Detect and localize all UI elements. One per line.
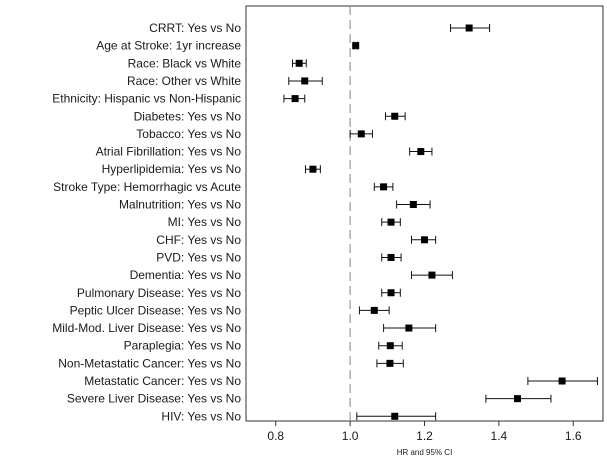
row-estimate (283, 94, 306, 103)
row-label: HIV: Yes vs No (161, 409, 241, 423)
row-label: Peptic Ulcer Disease: Yes vs No (70, 303, 242, 317)
row-label: Non-Metastatic Cancer: Yes vs No (58, 356, 241, 370)
hr-point (387, 253, 395, 261)
row-label: Atrial Fibrillation: Yes vs No (96, 145, 242, 159)
hr-point (370, 306, 378, 314)
row-estimate (381, 288, 401, 297)
row-label: Paraplegia: Yes vs No (124, 339, 242, 353)
x-tick-label: 0.8 (267, 429, 284, 443)
row-label: Age at Stroke: 1yr increase (96, 39, 241, 53)
row-estimate (358, 306, 390, 315)
row-label: CRRT: Yes vs No (149, 21, 241, 35)
x-tick-label: 1.0 (342, 429, 359, 443)
row-estimate (527, 377, 598, 385)
row-estimate (356, 412, 437, 421)
x-tick-label: 1.2 (416, 429, 433, 443)
row-estimate (352, 41, 360, 50)
row-label: Hyperlipidemia: Yes vs No (102, 162, 242, 176)
hr-point (513, 395, 521, 403)
hr-point (428, 271, 436, 279)
row-estimate (396, 200, 431, 209)
hr-point (409, 201, 417, 208)
hr-point (352, 42, 360, 50)
x-axis-label: HR and 95% CI (397, 448, 453, 457)
row-label: PVD: Yes vs No (156, 250, 241, 264)
hr-point (386, 359, 394, 367)
row-estimate (378, 341, 403, 350)
row-label: Metastatic Cancer: Yes vs No (84, 374, 241, 388)
hr-point (558, 377, 566, 385)
row-label: Ethnicity: Hispanic vs Non-Hispanic (52, 92, 241, 106)
row-estimate (381, 253, 402, 262)
row-estimate (384, 112, 406, 121)
row-label: Malnutrition: Yes vs No (119, 198, 241, 212)
x-tick-label: 1.4 (491, 429, 508, 443)
hr-point (387, 218, 395, 226)
row-label: Race: Other vs White (127, 74, 241, 88)
x-tick-label: 1.6 (565, 429, 582, 443)
row-labels: CRRT: Yes vs No Age at Stroke: 1yr increa… (52, 21, 241, 423)
row-estimate (485, 394, 552, 403)
row-label: Diabetes: Yes vs No (134, 109, 242, 123)
row-estimate (288, 76, 323, 85)
row-label: Race: Black vs White (128, 56, 242, 70)
hr-point (291, 95, 299, 103)
hr-point (309, 165, 317, 173)
row-estimate (409, 147, 433, 156)
hr-point (417, 148, 425, 156)
hr-point (465, 24, 473, 32)
row-estimate (410, 235, 437, 244)
row-estimate (410, 271, 453, 280)
x-axis: 0.8 1.0 1.2 1.4 1.6 (267, 421, 582, 443)
row-estimate (381, 218, 401, 227)
hr-point (405, 324, 413, 332)
hr-point (391, 112, 399, 120)
hr-point (295, 59, 303, 67)
row-label: MI: Yes vs No (168, 215, 242, 229)
row-estimate (376, 359, 404, 368)
row-estimate (373, 182, 394, 191)
row-estimate (383, 324, 437, 333)
row-label: Severe Liver Disease: Yes vs No (67, 392, 241, 406)
plot-area-frame (245, 5, 604, 422)
row-label: Stroke Type: Hemorrhagic vs Acute (53, 180, 241, 194)
hr-point (301, 77, 309, 85)
row-label: Dementia: Yes vs No (130, 268, 242, 282)
hr-point (380, 183, 388, 191)
hr-point (421, 236, 428, 244)
estimate-marks (283, 24, 598, 421)
row-label: CHF: Yes vs No (156, 233, 241, 247)
row-label: Mild-Mod. Liver Disease: Yes vs No (52, 321, 241, 335)
hr-point (386, 342, 394, 350)
row-estimate (305, 165, 321, 174)
row-estimate (349, 129, 373, 138)
hr-point (391, 412, 399, 420)
hr-point (357, 130, 365, 138)
row-estimate (450, 24, 491, 32)
row-estimate (291, 59, 307, 68)
row-label: Tobacco: Yes vs No (136, 127, 241, 141)
hr-point (387, 289, 395, 297)
row-label: Pulmonary Disease: Yes vs No (77, 286, 241, 300)
